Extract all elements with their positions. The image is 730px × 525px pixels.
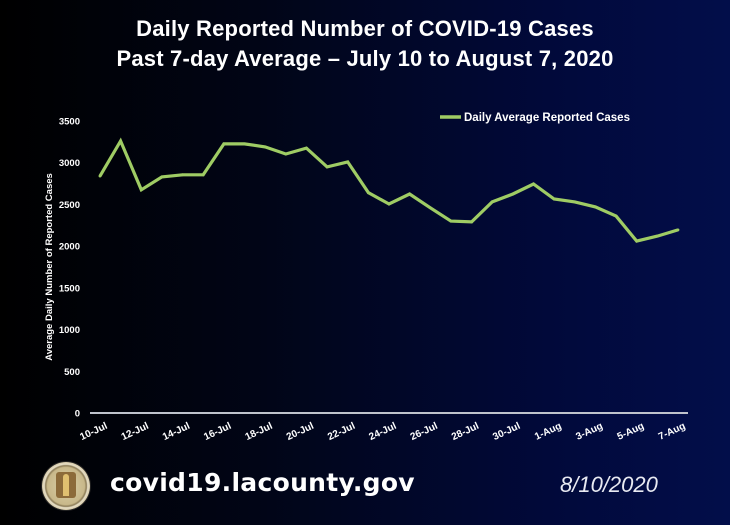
data-point	[428, 206, 432, 210]
data-point	[387, 202, 391, 206]
x-tick-label: 18-Jul	[244, 421, 275, 443]
data-point	[263, 145, 267, 149]
footer-url: covid19.lacounty.gov	[110, 468, 415, 497]
data-point	[594, 205, 597, 209]
data-point	[222, 142, 226, 146]
x-tick-label: 28-Jul	[450, 421, 481, 443]
county-seal-icon	[42, 462, 90, 510]
x-tick-label: 5-Aug	[616, 421, 646, 443]
legend: Daily Average Reported Cases	[440, 112, 630, 124]
data-point	[655, 234, 659, 238]
y-tick-label: 2000	[59, 242, 80, 253]
y-tick-label: 0	[75, 409, 80, 420]
data-point	[201, 173, 205, 177]
series-line-daily-average	[98, 137, 679, 243]
y-axis-ticks: 0 500 1000 1500 2000 2500 3000 3500	[59, 117, 80, 420]
x-tick-label: 24-Jul	[367, 421, 398, 443]
data-point	[490, 200, 494, 204]
x-tick-label: 20-Jul	[285, 421, 316, 443]
data-point	[511, 192, 515, 196]
x-tick-label: 1-Aug	[533, 421, 563, 443]
data-points	[98, 139, 680, 243]
data-point	[449, 219, 453, 223]
y-tick-label: 1000	[59, 325, 80, 336]
data-point	[366, 191, 370, 195]
x-axis-ticks: 10-Jul 12-Jul 14-Jul 16-Jul 18-Jul 20-Jul 22-J…	[78, 421, 687, 443]
data-point	[573, 200, 577, 204]
data-point	[614, 214, 618, 218]
data-point	[181, 173, 184, 177]
x-tick-label: 14-Jul	[161, 421, 192, 443]
data-point	[160, 175, 164, 179]
y-tick-label: 3500	[59, 117, 80, 128]
y-tick-label: 2500	[59, 200, 80, 211]
x-tick-label: 12-Jul	[120, 421, 151, 443]
footer-date: 8/10/2020	[560, 472, 658, 497]
data-point	[532, 182, 535, 186]
y-tick-label: 3000	[59, 158, 80, 169]
data-point	[98, 174, 102, 178]
title-line-1: Daily Reported Number of COVID-19 Cases	[136, 16, 594, 41]
data-point	[325, 165, 329, 169]
y-tick-label: 1500	[59, 283, 80, 294]
data-point	[305, 146, 308, 150]
data-point	[408, 192, 412, 196]
data-point	[635, 239, 639, 243]
data-point	[346, 160, 350, 164]
data-point	[243, 142, 246, 146]
x-tick-label: 22-Jul	[326, 421, 357, 443]
title-line-2: Past 7-day Average – July 10 to August 7…	[116, 46, 614, 71]
x-tick-label: 26-Jul	[409, 421, 440, 443]
x-tick-label: 7-Aug	[657, 421, 687, 443]
data-point	[676, 228, 680, 232]
data-point	[119, 139, 123, 143]
y-axis-label: Average Daily Number of Reported Cases	[44, 173, 55, 361]
y-tick-label: 500	[64, 367, 80, 378]
chart-title: Daily Reported Number of COVID-19 Cases …	[0, 14, 730, 74]
x-tick-label: 30-Jul	[491, 421, 522, 443]
x-tick-label: 3-Aug	[574, 421, 604, 443]
data-point	[552, 197, 556, 201]
x-tick-label: 10-Jul	[78, 421, 109, 443]
data-point	[284, 152, 288, 156]
data-point	[470, 220, 473, 224]
x-tick-label: 16-Jul	[202, 421, 233, 443]
legend-label: Daily Average Reported Cases	[464, 112, 630, 124]
data-point	[139, 188, 143, 192]
